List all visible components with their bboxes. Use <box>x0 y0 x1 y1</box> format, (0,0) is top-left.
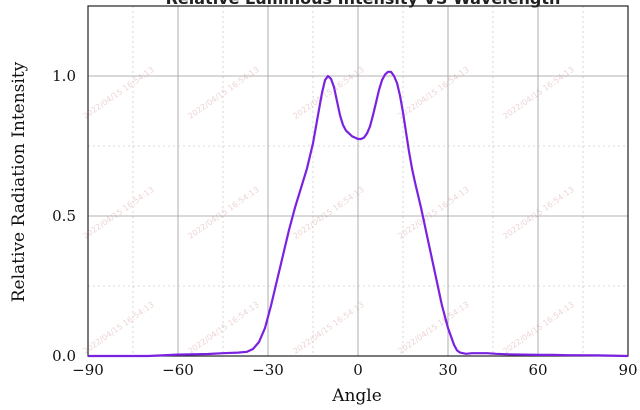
y-axis-ticks: 0.0 0.5 1.0 <box>52 67 76 365</box>
watermark-stamp: 2022/04/15 16:54:13 <box>186 300 260 356</box>
watermark-stamp: 2022/04/15 16:54:13 <box>81 65 155 121</box>
watermark-stamp: 2022/04/15 16:54:13 <box>291 65 365 121</box>
plot-frame <box>87 5 629 357</box>
watermark-stamp: 2022/04/15 16:54:13 <box>186 185 260 241</box>
watermark-stamp: 2022/04/15 16:54:13 <box>396 300 470 356</box>
watermark-layer: 2022/04/15 16:54:13 2022/04/15 16:54:13 20… <box>81 65 575 356</box>
watermark-stamp: 2022/04/15 16:54:13 <box>501 185 575 241</box>
y-axis-label: Relative Radiation Intensity <box>9 61 29 302</box>
x-tick-label: 0 <box>353 361 363 379</box>
x-tick-label: 60 <box>528 361 547 379</box>
watermark-stamp: 2022/04/15 16:54:13 <box>501 65 575 121</box>
x-tick-label: 90 <box>618 361 637 379</box>
grid <box>88 6 628 356</box>
watermark-stamp: 2022/04/15 16:54:13 <box>81 300 155 356</box>
series-line <box>88 70 629 358</box>
watermark-stamp: 2022/04/15 16:54:13 <box>81 185 155 241</box>
y-tick-label: 0.5 <box>52 207 76 225</box>
watermark-stamp: 2022/04/15 16:54:13 <box>291 300 365 356</box>
x-tick-label: −90 <box>72 361 104 379</box>
x-tick-label: −60 <box>162 361 194 379</box>
watermark-stamp: 2022/04/15 16:54:13 <box>396 185 470 241</box>
watermark-stamp: 2022/04/15 16:54:13 <box>186 65 260 121</box>
y-tick-label: 1.0 <box>52 67 76 85</box>
x-tick-label: 30 <box>438 361 457 379</box>
watermark-stamp: 2022/04/15 16:54:13 <box>501 300 575 356</box>
series-layer <box>88 70 629 358</box>
watermark-stamp: 2022/04/15 16:54:13 <box>396 65 470 121</box>
x-tick-label: −30 <box>252 361 284 379</box>
x-axis-ticks: −90 −60 −30 0 30 60 90 <box>72 361 637 379</box>
chart-title: Relative Luminous Intensity VS Wavelengt… <box>166 0 561 8</box>
watermark-stamp: 2022/04/15 16:54:13 <box>291 185 365 241</box>
y-tick-label: 0.0 <box>52 347 76 365</box>
x-axis-label: Angle <box>331 386 382 405</box>
